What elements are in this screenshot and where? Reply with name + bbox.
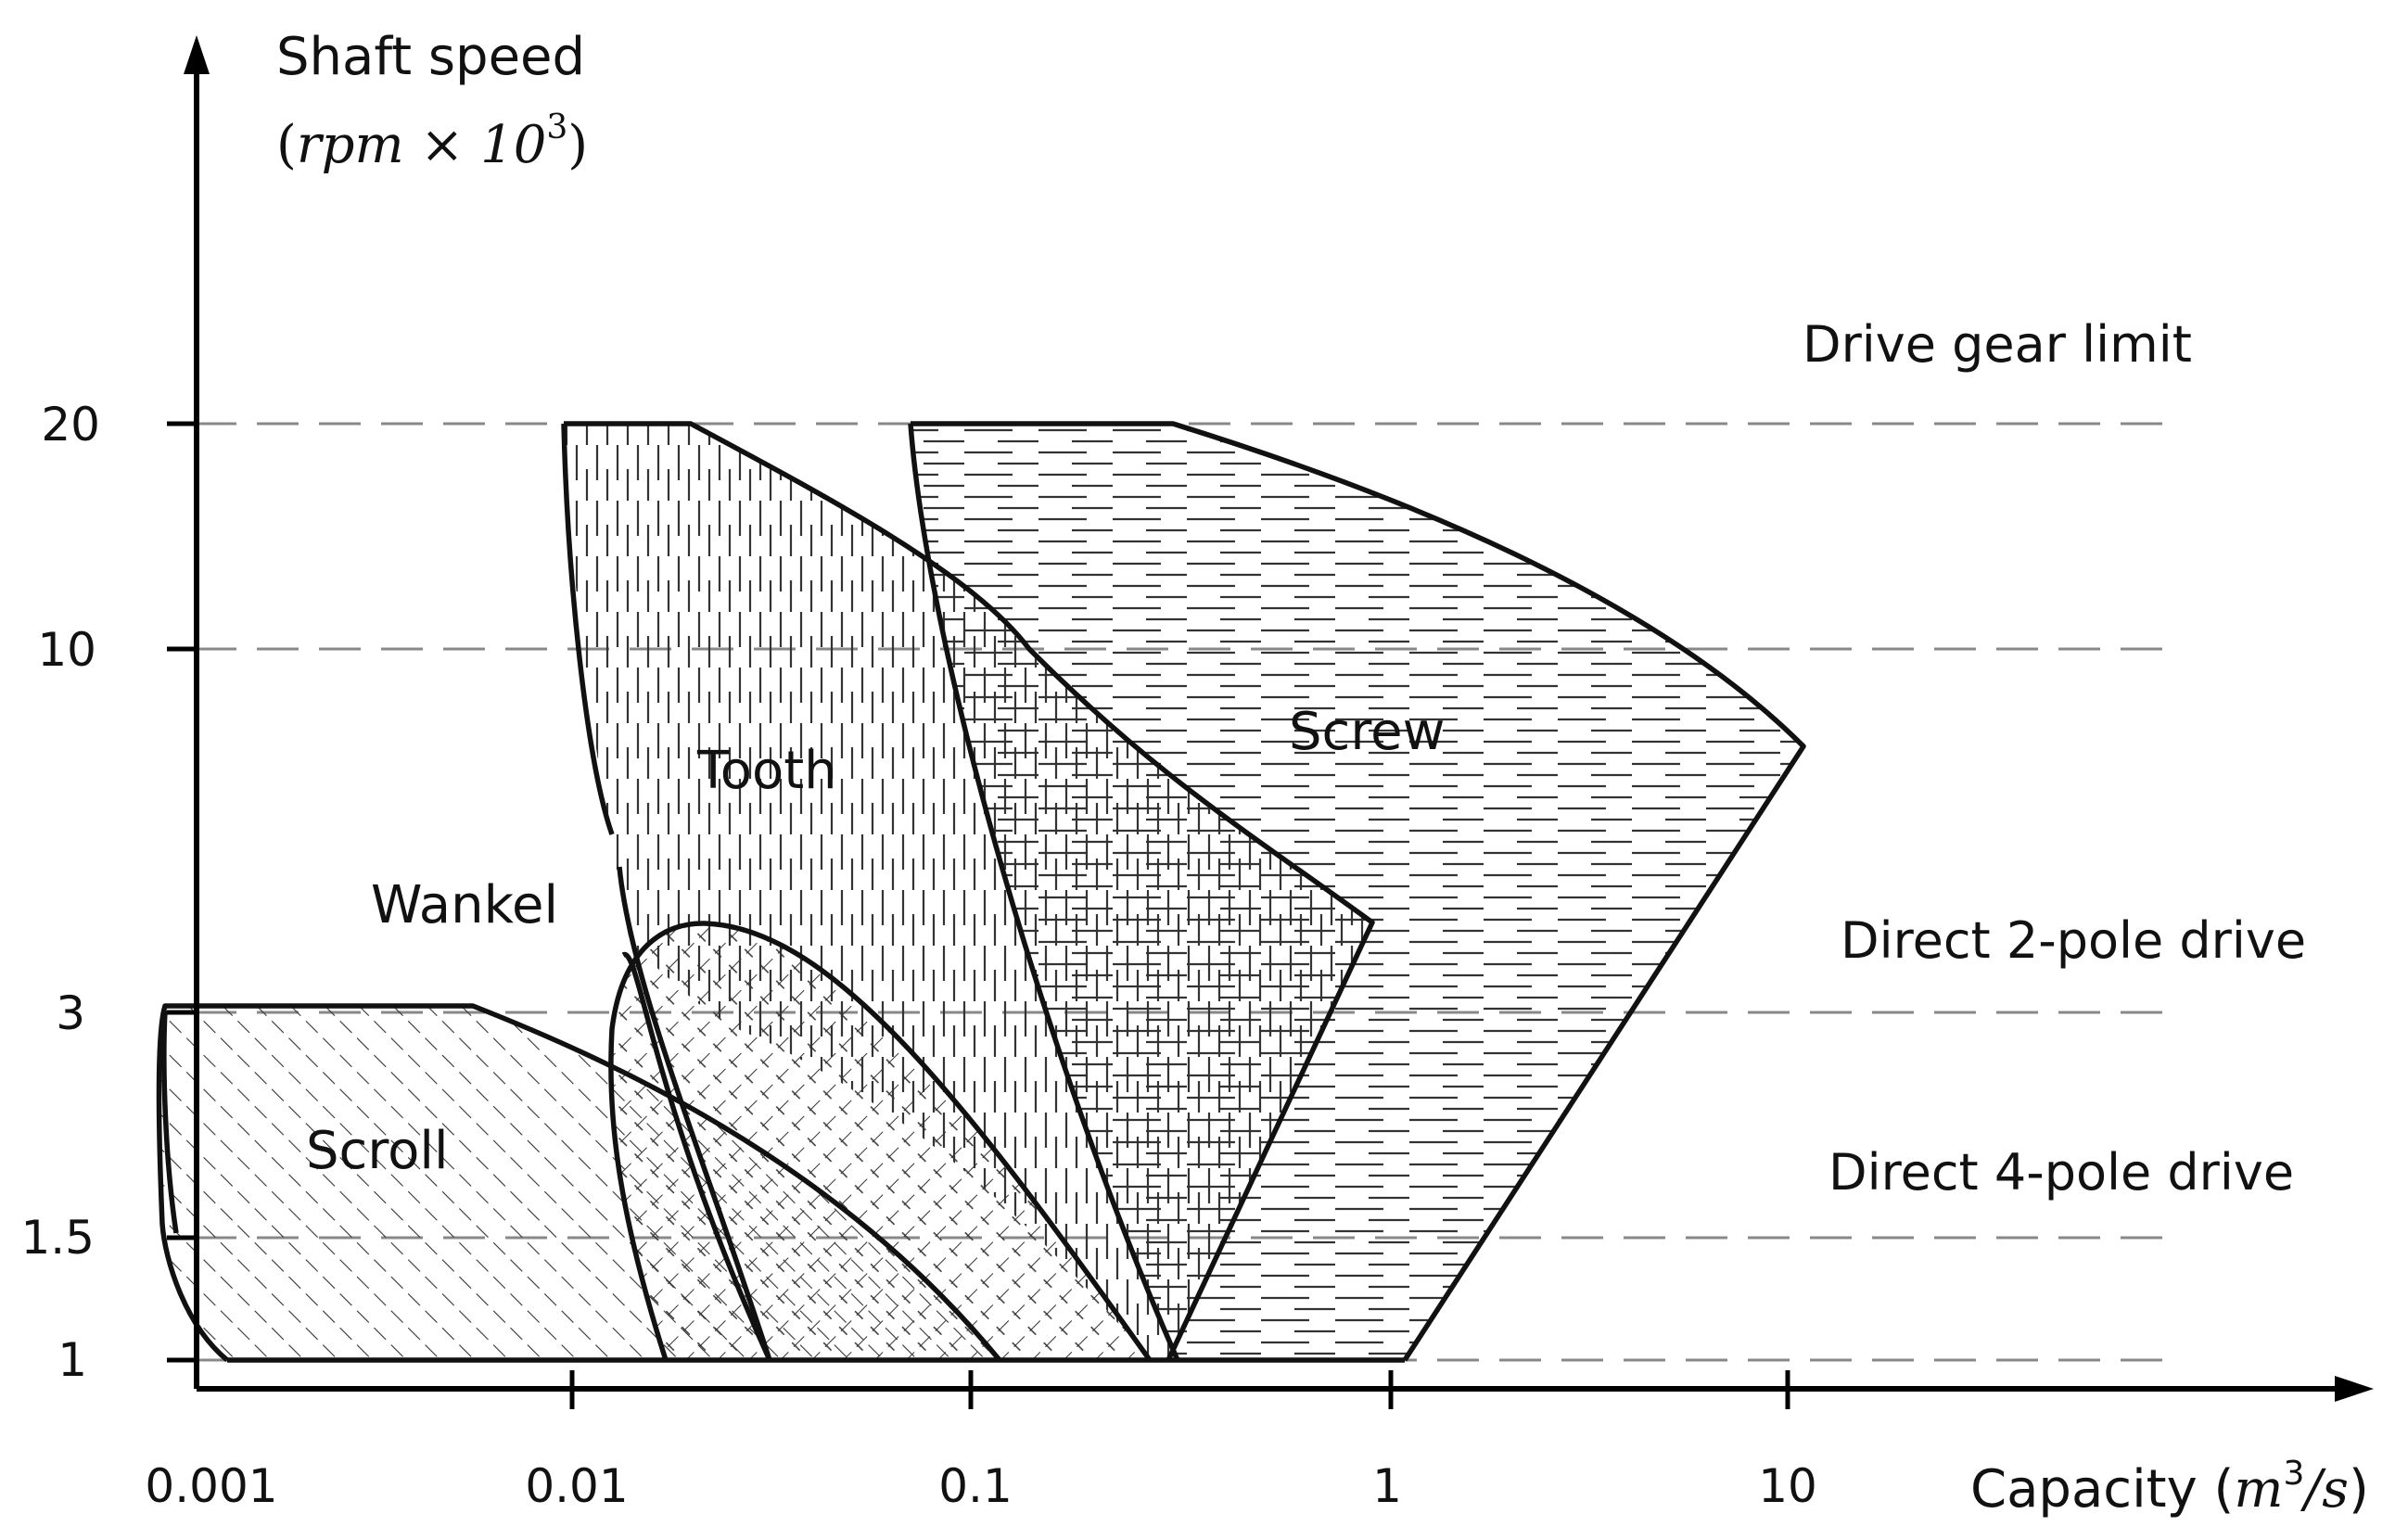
y-axis-unit-close: ) xyxy=(567,115,588,175)
y-tick-labels: 20 10 3 1.5 1 xyxy=(20,398,100,1387)
x-axis-unit-tail: /s xyxy=(2300,1459,2349,1520)
tooth-left-boundary-lower xyxy=(617,866,772,1361)
y-axis-unit-exp: 3 xyxy=(546,108,567,146)
tooth-left-boundary xyxy=(561,423,615,835)
scroll-label: Scroll xyxy=(306,1121,449,1181)
y-tick-label-10: 10 xyxy=(37,623,96,677)
screw-outline xyxy=(911,421,1806,1362)
x-tick-label-0-01: 0.01 xyxy=(525,1459,628,1513)
x-axis-unit-exp: 3 xyxy=(2283,1455,2304,1493)
y-axis-unit-math: rpm × 10 xyxy=(297,115,547,175)
x-axis-title: Capacity (m3/s) xyxy=(1970,1455,2369,1520)
y-tick-label-3: 3 xyxy=(56,986,85,1040)
x-tick-label-10: 10 xyxy=(1758,1459,1817,1513)
tooth-top-outline xyxy=(564,421,1375,1362)
screw-label: Screw xyxy=(1289,702,1445,762)
y-axis-unit: (rpm × 103) xyxy=(276,108,588,175)
y-axis-arrow xyxy=(184,35,210,74)
screw-left-boundary xyxy=(908,423,1180,1362)
y-tick-label-1: 1 xyxy=(57,1333,87,1387)
axes xyxy=(167,35,2374,1409)
scroll-region xyxy=(159,1006,1000,1360)
four-pole-drive-label: Direct 4-pole drive xyxy=(1828,1143,2294,1202)
scroll-inner-curve xyxy=(161,1010,179,1234)
region-outlines xyxy=(156,421,1806,1363)
y-axis-title: Shaft speed xyxy=(276,27,585,87)
two-pole-drive-label: Direct 2-pole drive xyxy=(1841,911,2306,970)
y-axis-unit-open: ( xyxy=(276,115,297,175)
wankel-inner-curve xyxy=(621,951,772,1362)
y-tick-label-20: 20 xyxy=(41,398,100,452)
tooth-label: Tooth xyxy=(696,741,837,801)
wankel-label: Wankel xyxy=(371,875,558,935)
x-axis-unit-math: m xyxy=(2234,1459,2283,1520)
x-tick-label-0-1: 0.1 xyxy=(938,1459,1013,1513)
x-tick-label-0-001: 0.001 xyxy=(145,1459,277,1513)
x-axis-title-text: Capacity ( xyxy=(1970,1459,2234,1520)
y-tick-label-1-5: 1.5 xyxy=(20,1211,95,1265)
drive-gear-limit-label: Drive gear limit xyxy=(1803,315,2192,374)
x-tick-label-1: 1 xyxy=(1372,1459,1402,1513)
region-fills xyxy=(159,424,1803,1360)
wankel-outline xyxy=(608,921,1153,1362)
x-tick-labels: 0.001 0.01 0.1 1 10 xyxy=(145,1459,1816,1513)
x-axis-unit-close: ) xyxy=(2349,1459,2369,1520)
x-axis-arrow xyxy=(2335,1376,2374,1402)
tooth-region xyxy=(564,424,1372,1360)
